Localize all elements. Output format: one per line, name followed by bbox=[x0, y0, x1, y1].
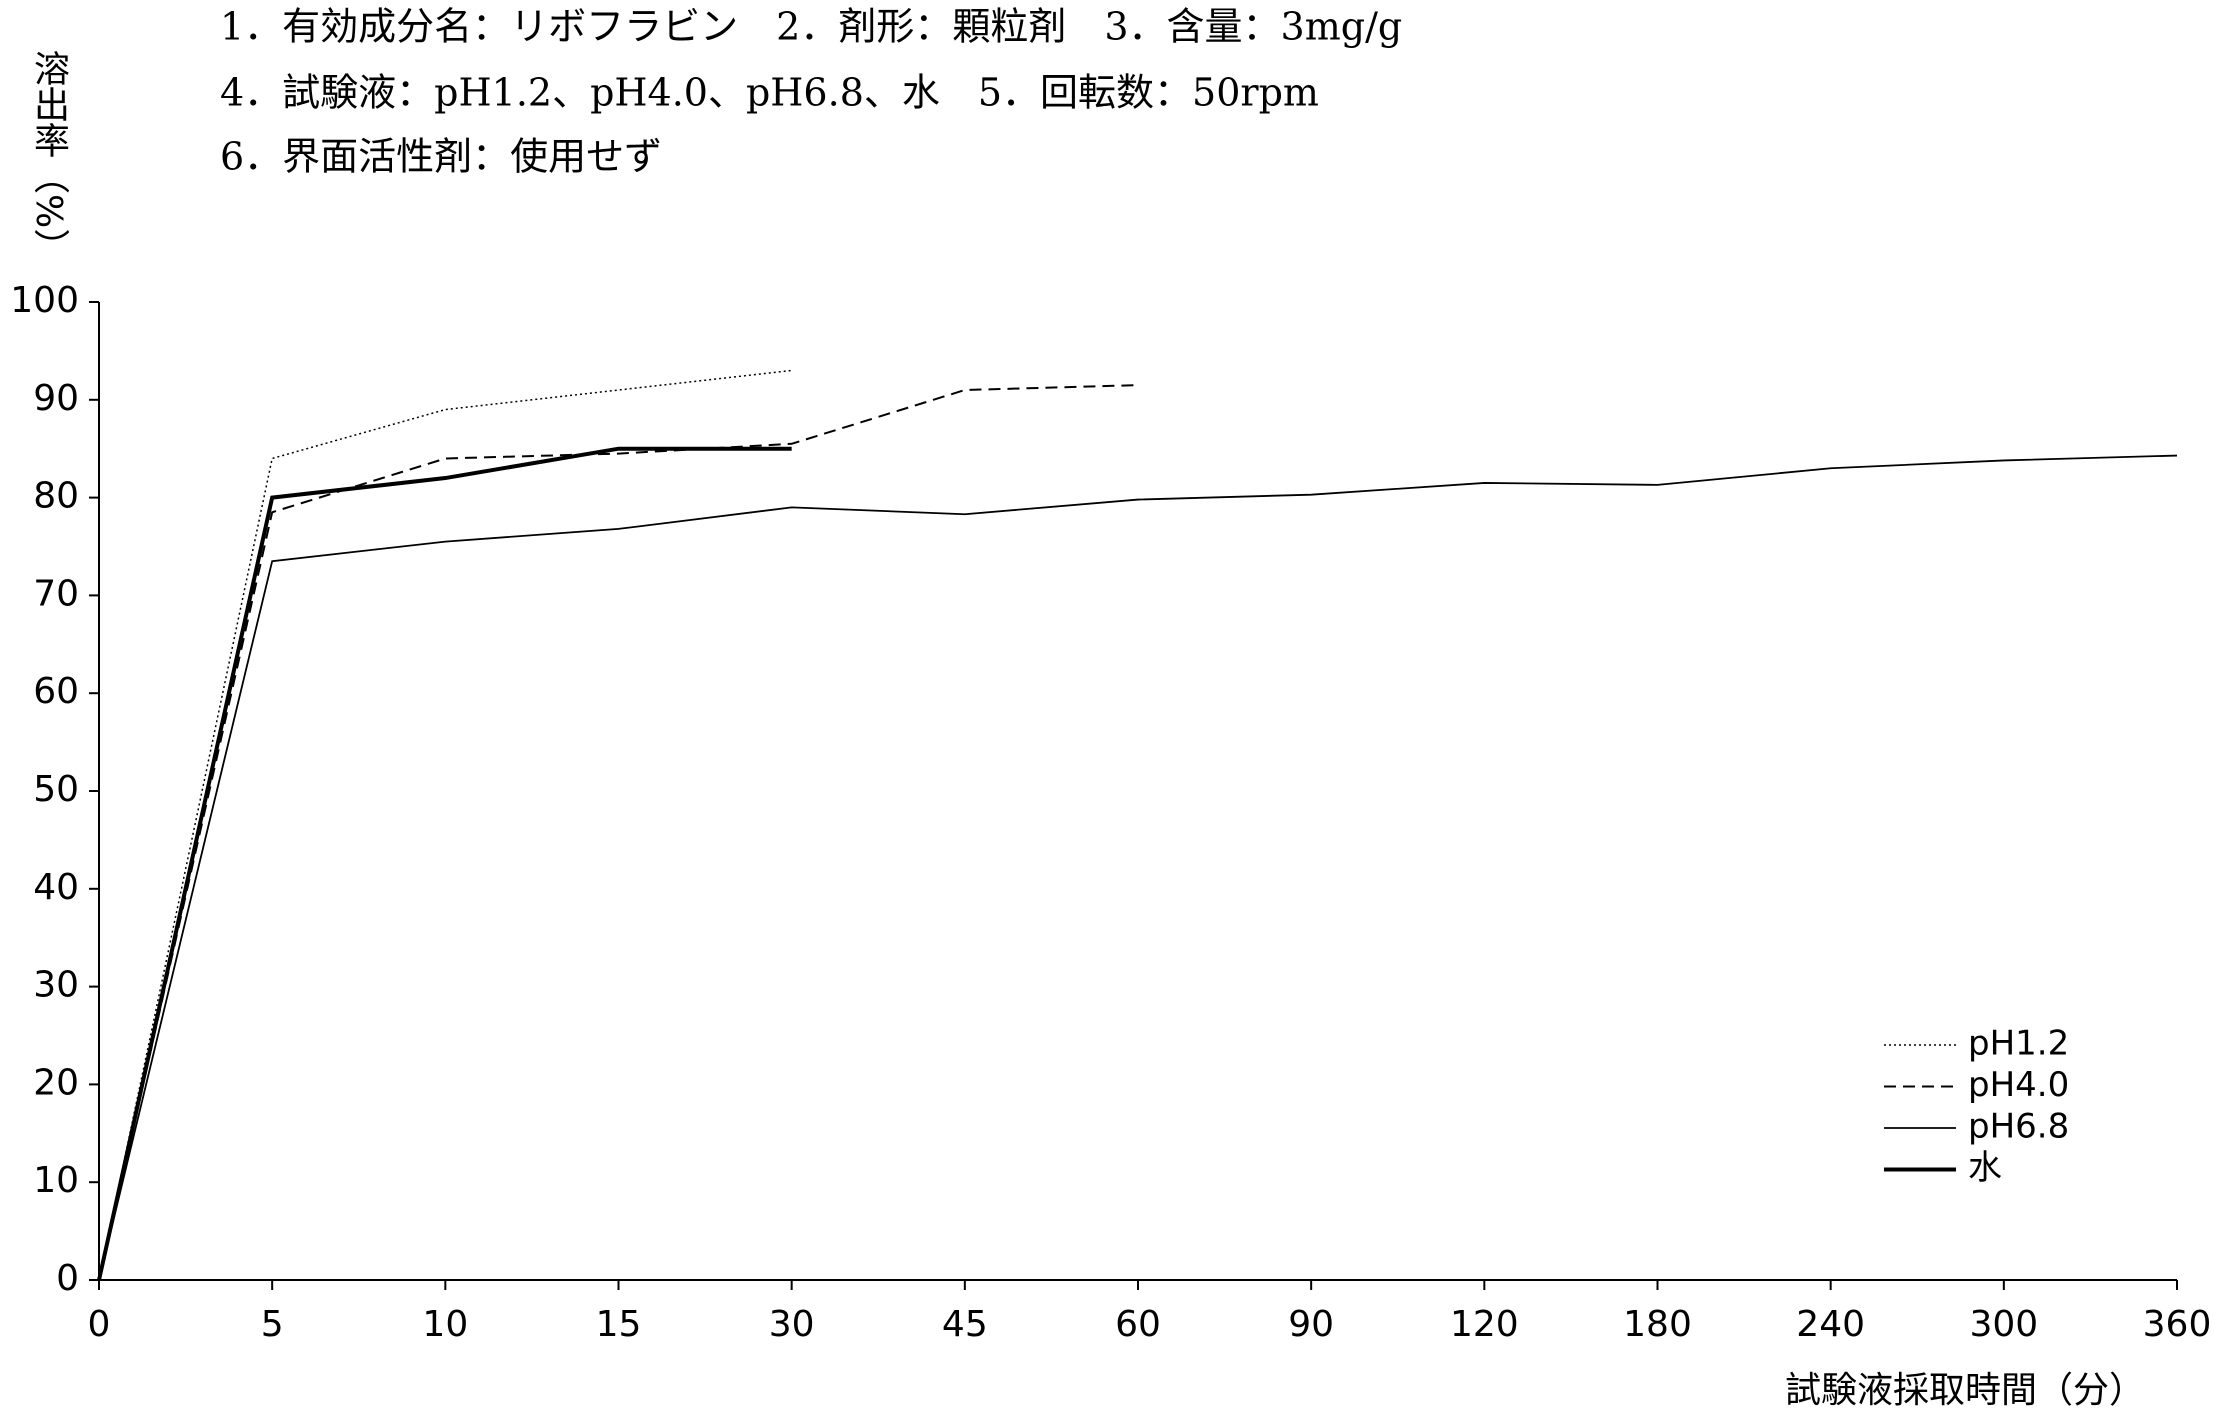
header-line: 6．界面活性剤：使用せず bbox=[220, 135, 662, 179]
y-tick-label: 40 bbox=[33, 867, 79, 908]
y-tick-label: 10 bbox=[33, 1160, 79, 1201]
x-tick-label: 300 bbox=[1969, 1304, 2038, 1345]
x-tick-label: 360 bbox=[2143, 1304, 2212, 1345]
x-tick-label: 60 bbox=[1115, 1304, 1161, 1345]
y-tick-label: 30 bbox=[33, 965, 79, 1006]
y-tick-label: 60 bbox=[33, 671, 79, 712]
y-tick-label: 70 bbox=[33, 573, 79, 614]
series-line bbox=[97, 446, 792, 1281]
series-line bbox=[98, 454, 2178, 1281]
y-tick-label: 50 bbox=[33, 769, 79, 810]
x-tick-label: 45 bbox=[942, 1304, 988, 1345]
y-axis-label: 溶出率（%） bbox=[28, 50, 69, 265]
x-tick-label: 30 bbox=[769, 1304, 815, 1345]
y-tick-label: 90 bbox=[33, 378, 79, 419]
x-tick-label: 180 bbox=[1623, 1304, 1692, 1345]
x-axis-label: 試験液採取時間（分） bbox=[1785, 1370, 2145, 1411]
header-line: 1．有効成分名：リボフラビン 2．剤形：顆粒剤 3．含量：3mg/g bbox=[220, 5, 1402, 49]
y-tick-label: 0 bbox=[56, 1258, 79, 1299]
x-tick-label: 15 bbox=[596, 1304, 642, 1345]
legend-label: pH1.2 bbox=[1968, 1024, 2069, 1064]
header-line: 4．試験液：pH1.2、pH4.0、pH6.8、水 5．回転数：50rpm bbox=[220, 71, 1319, 115]
y-tick-label: 100 bbox=[10, 280, 79, 321]
legend-label: pH4.0 bbox=[1968, 1065, 2069, 1105]
legend-label: 水 bbox=[1968, 1148, 2002, 1188]
x-tick-label: 0 bbox=[88, 1304, 111, 1345]
x-tick-label: 10 bbox=[422, 1304, 468, 1345]
y-tick-label: 20 bbox=[33, 1062, 79, 1103]
x-tick-label: 240 bbox=[1796, 1304, 1865, 1345]
x-tick-label: 5 bbox=[261, 1304, 284, 1345]
series-line bbox=[98, 369, 792, 1281]
x-tick-label: 120 bbox=[1450, 1304, 1519, 1345]
legend-label: pH6.8 bbox=[1968, 1107, 2069, 1147]
series-line bbox=[98, 384, 1139, 1281]
x-tick-label: 90 bbox=[1288, 1304, 1334, 1345]
y-tick-label: 80 bbox=[33, 476, 79, 517]
